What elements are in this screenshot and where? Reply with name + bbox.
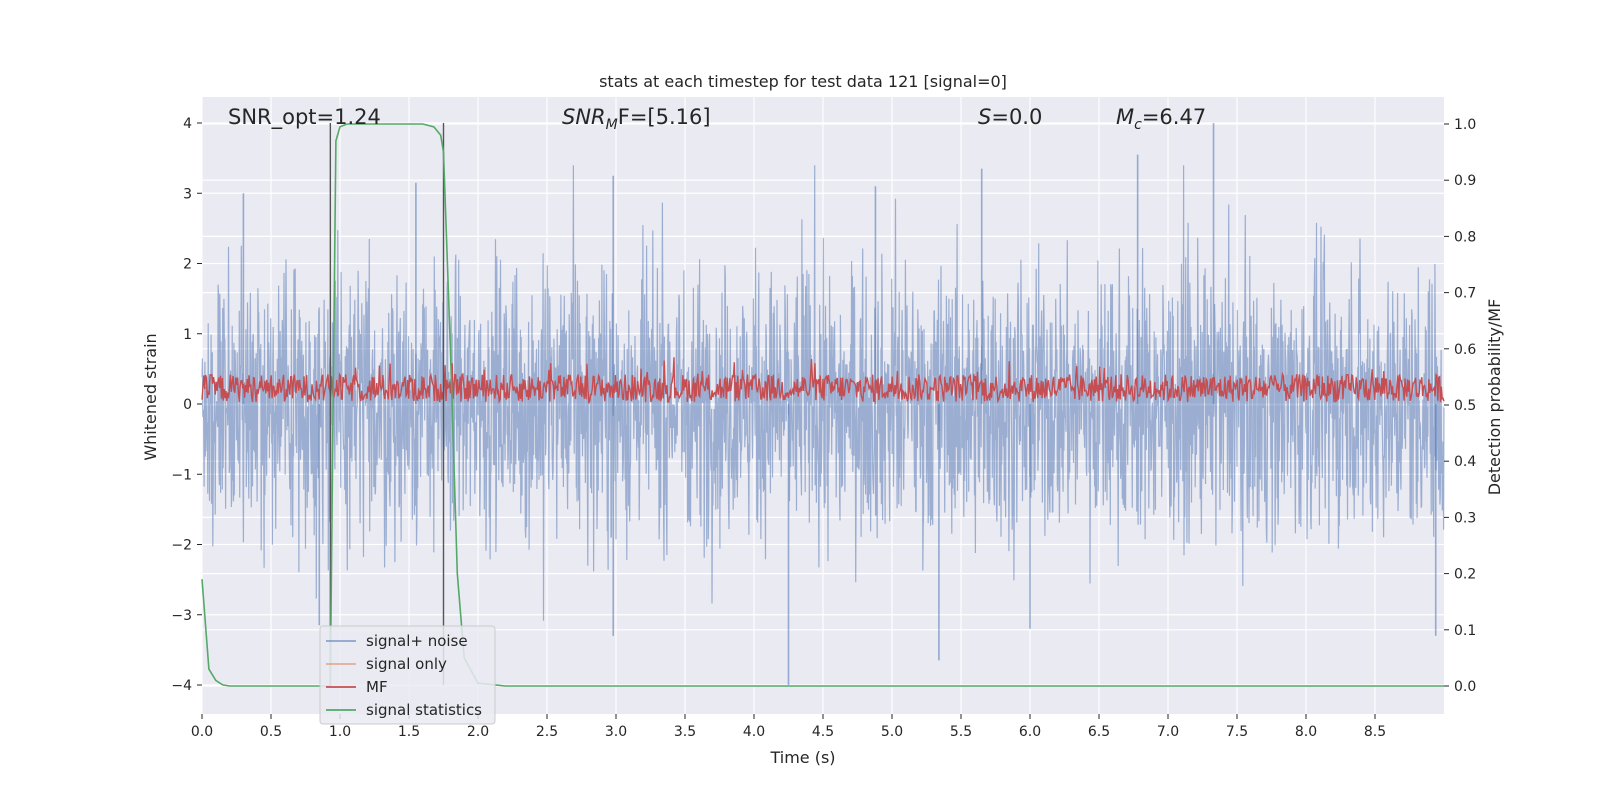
annotation-snr-mf-base: SNR <box>562 105 606 129</box>
y2-tick-label: 0.3 <box>1454 510 1476 526</box>
x-tick-label: 8.0 <box>1295 724 1317 740</box>
x-tick-label: 4.0 <box>743 724 765 740</box>
x-tick-label: 2.5 <box>536 724 558 740</box>
y-tick-label: −3 <box>171 608 192 624</box>
y2-tick-label: 0.9 <box>1454 173 1476 189</box>
y-tick-label: −2 <box>171 538 192 554</box>
annotation-s-rest: =0.0 <box>991 105 1042 129</box>
x-axis-label: Time (s) <box>769 748 835 767</box>
y-tick-label: −1 <box>171 467 192 483</box>
y-axis-label: Whitened strain <box>141 333 160 460</box>
annotation-mc-italic: M <box>1116 105 1134 129</box>
y2-axis-label: Detection probability/MF <box>1485 299 1504 496</box>
x-tick-label: 2.0 <box>467 724 489 740</box>
y2-tick-label: 0.6 <box>1454 342 1476 358</box>
x-tick-label: 0.0 <box>191 724 213 740</box>
x-tick-label: 1.5 <box>398 724 420 740</box>
series-mf-line <box>201 357 1445 405</box>
x-tick-label: 1.0 <box>329 724 351 740</box>
x-tick-label: 6.5 <box>1088 724 1110 740</box>
legend-label: signal only <box>366 655 447 673</box>
x-tick-label: 4.5 <box>812 724 834 740</box>
x-tick-label: 7.5 <box>1226 724 1248 740</box>
y-tick-label: −4 <box>171 678 192 694</box>
x-tick-label: 6.0 <box>1019 724 1041 740</box>
annotation-mc-rest: =6.47 <box>1142 105 1206 129</box>
y-tick-label: 2 <box>183 257 192 273</box>
series-signal-noise-line <box>201 165 1445 621</box>
y-tick-label: 1 <box>183 327 192 343</box>
annotation-snr-opt: SNR_opt=1.24 <box>228 105 381 130</box>
y-tick-label: 3 <box>183 186 192 202</box>
y2-tick-label: 1.0 <box>1454 117 1476 133</box>
series-signal-statistics-line <box>201 123 1444 687</box>
chart-title: stats at each timestep for test data 121… <box>599 72 1007 91</box>
annotation-s-italic: S <box>978 105 991 129</box>
y2-tick-label: 0.0 <box>1454 679 1476 695</box>
legend-label: MF <box>366 678 388 696</box>
annotation-s: S=0.0 <box>978 105 1042 129</box>
legend-box <box>319 625 496 725</box>
annotation-mc: Mc=6.47 <box>1116 105 1206 133</box>
x-tick-label: 5.0 <box>881 724 903 740</box>
y2-tick-label: 0.5 <box>1454 398 1476 414</box>
x-tick-label: 0.5 <box>260 724 282 740</box>
x-tick-label: 3.5 <box>674 724 696 740</box>
legend: signal+ noise signal only MF signal statist… <box>319 625 496 725</box>
x-tick-label: 5.5 <box>950 724 972 740</box>
x-tick-label: 3.0 <box>605 724 627 740</box>
annotation-mc-sub: c <box>1134 117 1142 133</box>
annotation-snr-mf: SNRMF=[5.16] <box>562 105 711 133</box>
annotation-snr-mf-sub: M <box>606 117 618 133</box>
legend-label: signal+ noise <box>366 632 468 650</box>
y-tick-label: 4 <box>183 116 192 132</box>
y2-tick-label: 0.7 <box>1454 286 1476 302</box>
y2-tick-label: 0.8 <box>1454 229 1476 245</box>
y2-tick-label: 0.2 <box>1454 567 1476 583</box>
annotation-snr-mf-rest: F=[5.16] <box>618 105 711 129</box>
y-tick-label: 0 <box>183 397 192 413</box>
x-tick-label: 8.5 <box>1364 724 1386 740</box>
x-tick-label: 7.0 <box>1157 724 1179 740</box>
legend-label: signal statistics <box>366 701 482 719</box>
y2-tick-label: 0.4 <box>1454 454 1476 470</box>
y2-tick-label: 0.1 <box>1454 623 1476 639</box>
